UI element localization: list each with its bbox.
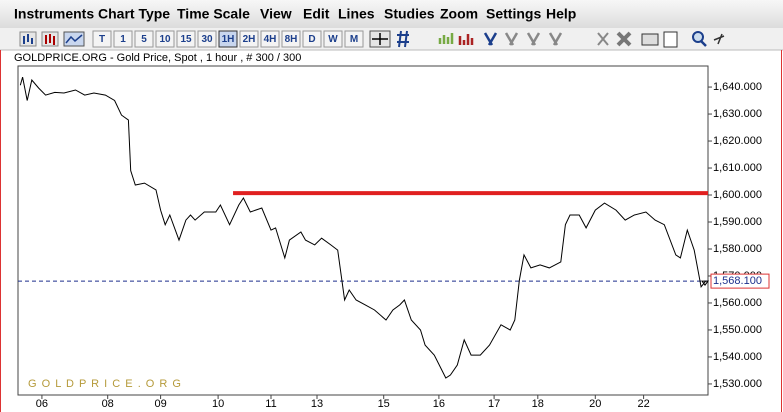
- price-line: [19, 76, 707, 379]
- x-tick-label: 08: [102, 398, 114, 410]
- last-price-marker: [701, 280, 709, 286]
- timeframe-button[interactable]: [113, 30, 133, 48]
- x-tick-label: 22: [637, 398, 649, 410]
- y-tick-label: 1,530.000: [713, 378, 762, 390]
- timeframe-button[interactable]: [344, 30, 364, 48]
- toolbar-buttons: T 1 5 10 15 30 1H 2H 4H 8H D W M: [19, 30, 725, 48]
- draw-icon[interactable]: [483, 32, 498, 46]
- x-tick-label: 10: [212, 398, 224, 410]
- timeframe-label[interactable]: 4H: [264, 34, 277, 45]
- zoom-icon[interactable]: [692, 31, 704, 43]
- y-tick-label: 1,620.000: [713, 135, 762, 147]
- timeframe-button[interactable]: [92, 30, 112, 48]
- x-tick-label: 09: [154, 398, 166, 410]
- menu-item[interactable]: Zoom: [440, 6, 478, 22]
- timeframe-button[interactable]: [176, 30, 196, 48]
- timeframe-label[interactable]: M: [350, 34, 358, 45]
- timeframe-label[interactable]: 1H: [222, 34, 235, 45]
- delete-icon[interactable]: [597, 32, 609, 46]
- timeframe-label[interactable]: 30: [201, 34, 213, 45]
- y-tick-label: 1,630.000: [713, 108, 762, 120]
- grid-icon[interactable]: [397, 30, 409, 48]
- x-tick-label: 13: [311, 398, 323, 410]
- bar-glyph: [23, 34, 33, 44]
- candle-glyph: [45, 34, 55, 45]
- menu-item[interactable]: Lines: [338, 6, 375, 22]
- timeframe-button[interactable]: [134, 30, 154, 48]
- menu-item[interactable]: Settings: [486, 6, 541, 22]
- x-tick-label: 17: [488, 398, 500, 410]
- timeframe-label[interactable]: 5: [141, 34, 147, 45]
- menu: Instruments Chart Type Time Scale View Edit L…: [14, 6, 576, 22]
- menu-item[interactable]: View: [260, 6, 292, 22]
- print-icon[interactable]: [641, 33, 659, 46]
- x-tick-label: 16: [433, 398, 445, 410]
- last-price-label: 1,568.100: [713, 275, 762, 287]
- timeframe-button[interactable]: [218, 30, 238, 48]
- menu-item[interactable]: Help: [546, 6, 576, 22]
- x-tick-label: 20: [589, 398, 601, 410]
- y-tick-label: 1,590.000: [713, 216, 762, 228]
- timeframe-label[interactable]: W: [328, 34, 338, 45]
- timeframe-button[interactable]: [155, 30, 175, 48]
- x-tick-label: 11: [265, 398, 276, 410]
- timeframe-label[interactable]: D: [308, 34, 315, 45]
- volume-icon[interactable]: [438, 33, 454, 44]
- timeframe-button[interactable]: [197, 30, 217, 48]
- y-tick-label: 1,580.000: [713, 243, 762, 255]
- menu-bar: [0, 0, 783, 28]
- x-tick-label: 15: [378, 398, 390, 410]
- timeframe-label[interactable]: 8H: [285, 34, 298, 45]
- draw-tools[interactable]: [504, 32, 563, 46]
- timeframe-button[interactable]: [260, 30, 280, 48]
- timeframe-button[interactable]: [302, 30, 322, 48]
- menu-item[interactable]: Time Scale: [177, 6, 250, 22]
- watermark: G O L D P R I C E . O R G: [28, 378, 182, 390]
- y-tick-label: 1,560.000: [713, 297, 762, 309]
- timeframe-button[interactable]: [323, 30, 343, 48]
- timeframe-button[interactable]: [239, 30, 259, 48]
- y-tick-label: 1,610.000: [713, 162, 762, 174]
- x-tick-label: 18: [532, 398, 544, 410]
- timeframe-label[interactable]: 15: [180, 34, 192, 45]
- x-tick-label: 06: [36, 398, 48, 410]
- y-tick-label: 1,600.000: [713, 189, 762, 201]
- zoom-handle: [700, 40, 707, 47]
- toolbar: [0, 28, 783, 50]
- y-tick-label: 1,640.000: [713, 81, 762, 93]
- timeframe-label[interactable]: 2H: [243, 34, 256, 45]
- y-tick-label: 1,540.000: [713, 351, 762, 363]
- delete-all-icon[interactable]: [616, 31, 632, 47]
- timeframe-label[interactable]: 10: [159, 34, 171, 45]
- line-glyph: [65, 34, 83, 44]
- chart-header: GOLDPRICE.ORG - Gold Price, Spot , 1 hou…: [14, 52, 301, 64]
- last-price-box: [710, 273, 770, 289]
- crosshair-glyph: [372, 33, 388, 45]
- more-icon[interactable]: [713, 33, 725, 45]
- y-tick-label: 1,550.000: [713, 324, 762, 336]
- timeframe-label[interactable]: 1: [120, 34, 126, 45]
- timeframe-button[interactable]: [281, 30, 301, 48]
- menu-item[interactable]: Edit: [303, 6, 330, 22]
- plot-area: [17, 65, 709, 396]
- study-icon[interactable]: [458, 34, 474, 45]
- preview-icon[interactable]: [663, 31, 678, 48]
- menu-item[interactable]: Instruments: [14, 6, 94, 22]
- menu-item[interactable]: Studies: [384, 6, 435, 22]
- timeframe-label[interactable]: T: [99, 34, 105, 45]
- menu-item[interactable]: Chart Type: [98, 6, 170, 22]
